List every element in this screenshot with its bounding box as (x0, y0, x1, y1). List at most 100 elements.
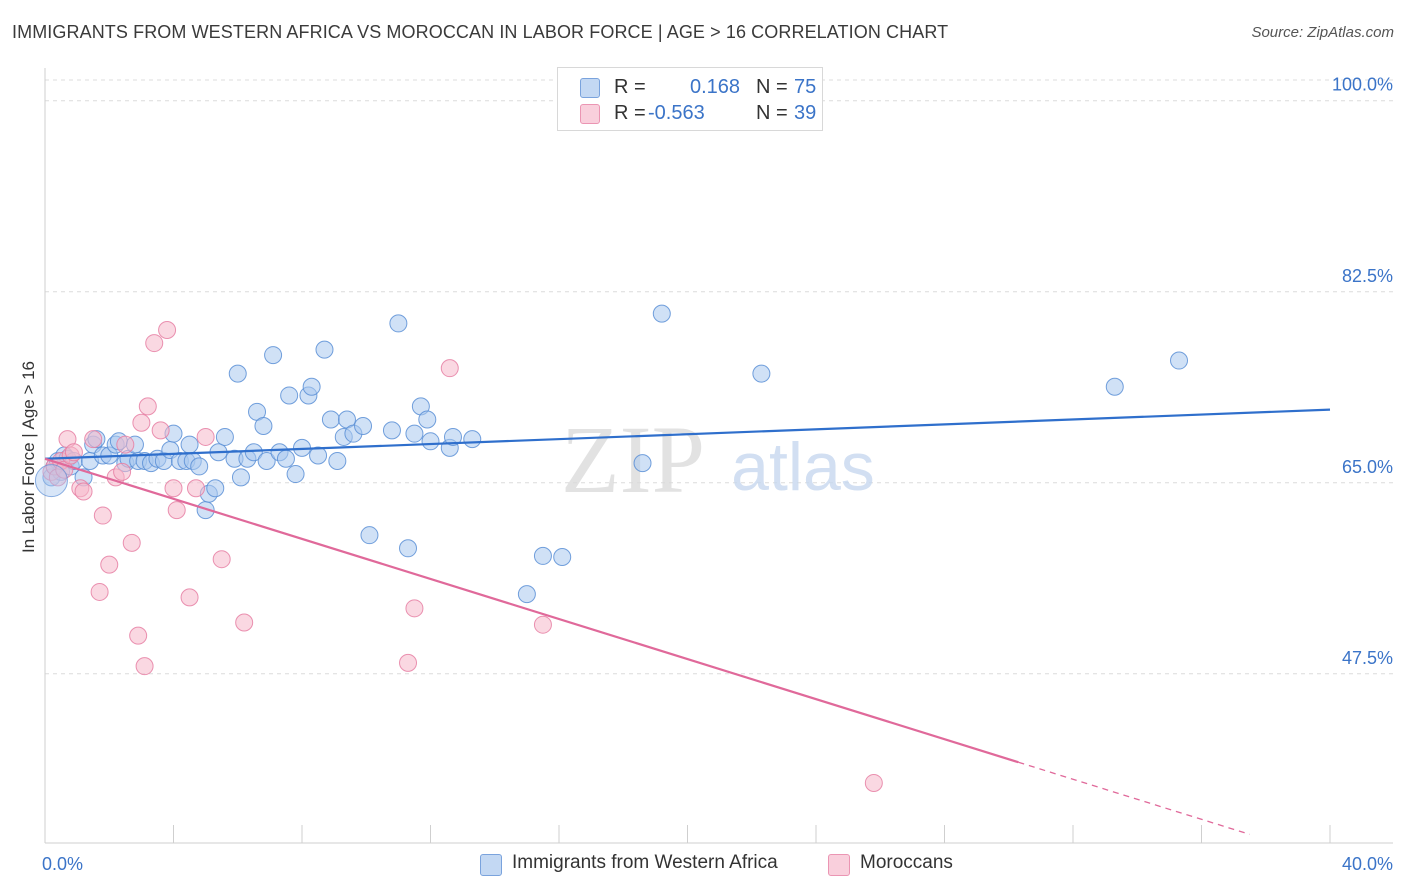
axis-layer (44, 68, 1393, 844)
blue-point (180, 435, 199, 454)
blue-point (382, 421, 401, 440)
series-swatch-blue (480, 854, 502, 876)
blue-point (533, 546, 552, 565)
blue-point (421, 432, 440, 451)
blue-point (399, 539, 418, 558)
pink-point (90, 582, 109, 601)
pink-point (399, 653, 418, 672)
blue-point (360, 526, 379, 545)
blue-point (633, 454, 652, 473)
pink-point (864, 773, 883, 792)
x-tick-label: 40.0% (1342, 854, 1393, 874)
series-swatch-pink (828, 854, 850, 876)
blue-point (443, 427, 462, 446)
pink-point (132, 413, 151, 432)
blue-point (190, 457, 209, 476)
watermark: ZIP atlas (561, 406, 875, 513)
tick-label-layer: 100.0% 82.5% 65.0% 47.5% 0.0% 40.0% (42, 75, 1393, 874)
blue-point (1105, 377, 1124, 396)
pink-point (145, 334, 164, 353)
blue-point (354, 417, 373, 436)
blue-point (231, 468, 250, 487)
legend-n-label: N = (756, 102, 788, 124)
y-tick-label: 47.5% (1342, 648, 1393, 668)
blue-point (254, 417, 273, 436)
pink-point (440, 359, 459, 378)
blue-point (244, 443, 263, 462)
y-axis-label: In Labor Force | Age > 16 (19, 361, 38, 553)
pink-point (138, 397, 157, 416)
blue-point (1170, 351, 1189, 370)
blue-point (309, 446, 328, 465)
chart-title: IMMIGRANTS FROM WESTERN AFRICA VS MOROCC… (12, 22, 949, 42)
pink-point (186, 479, 205, 498)
y-tick-label: 82.5% (1342, 266, 1393, 286)
blue-point (321, 410, 340, 429)
blue-point (257, 451, 276, 470)
pink-point (196, 427, 215, 446)
series-name-pink: Moroccans (860, 852, 953, 873)
correlation-legend: R = 0.168 N = 75 R = -0.563 N = 39 (557, 67, 823, 131)
x-tick-label: 0.0% (42, 854, 83, 874)
pink-point (212, 550, 231, 569)
pink-point (158, 320, 177, 339)
watermark-atlas: atlas (731, 429, 875, 505)
legend-n-label: N = (756, 76, 788, 98)
pink-point (180, 588, 199, 607)
blue-point (463, 430, 482, 449)
pink-point (93, 506, 112, 525)
legend-n-value: 39 (794, 102, 817, 124)
legend-swatch-pink (580, 104, 600, 124)
legend-r-value: -0.563 (648, 102, 705, 124)
pink-point (100, 555, 119, 574)
blue-point (280, 386, 299, 405)
legend-r-label: R = (614, 102, 646, 124)
y-tick-label: 100.0% (1332, 75, 1393, 95)
blue-point (206, 479, 225, 498)
blue-point (553, 548, 572, 567)
blue-point-cluster (34, 464, 68, 498)
points-layer (34, 304, 1189, 792)
pink-point (167, 501, 186, 520)
pink-trend-line (44, 457, 1019, 764)
chart-source: Source: ZipAtlas.com (1251, 24, 1394, 41)
trend-layer (44, 408, 1331, 835)
pink-point (533, 615, 552, 634)
pink-point (405, 599, 424, 618)
blue-point (315, 340, 334, 359)
legend-swatch-blue (580, 78, 600, 98)
blue-point (405, 424, 424, 443)
blue-point (389, 314, 408, 333)
blue-point (228, 364, 247, 383)
legend-r-value: 0.168 (690, 76, 741, 98)
legend-n-value: 75 (794, 76, 817, 98)
blue-point (264, 346, 283, 365)
pink-point (116, 435, 135, 454)
pink-point (122, 533, 141, 552)
blue-point (418, 410, 437, 429)
watermark-zip: ZIP (561, 406, 705, 513)
pink-point (135, 657, 154, 676)
y-tick-label: 65.0% (1342, 457, 1393, 477)
pink-point (235, 613, 254, 632)
blue-point (286, 465, 305, 484)
blue-trend-line (44, 408, 1331, 460)
blue-point (215, 427, 234, 446)
pink-point (74, 482, 93, 501)
blue-point (652, 304, 671, 323)
pink-point (164, 479, 183, 498)
blue-point (752, 364, 771, 383)
series-name-blue: Immigrants from Western Africa (512, 852, 778, 873)
legend-r-label: R = (614, 76, 646, 98)
blue-point (328, 451, 347, 470)
pink-point (129, 626, 148, 645)
grid-layer (45, 79, 1393, 675)
blue-point (276, 449, 295, 468)
pink-point (151, 421, 170, 440)
blue-point (517, 585, 536, 604)
pink-trend-extension (1018, 761, 1250, 835)
pink-point (113, 462, 132, 481)
pink-point (84, 430, 103, 449)
blue-point (302, 377, 321, 396)
